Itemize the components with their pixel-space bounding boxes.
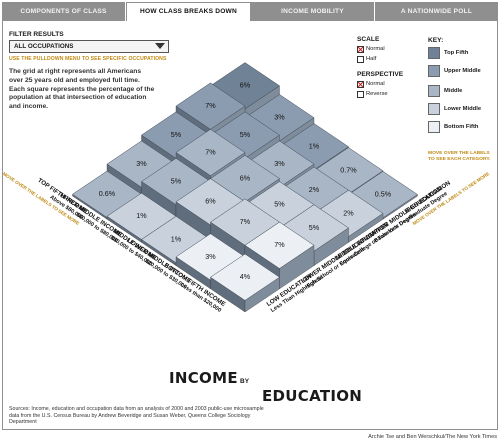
scale-half-option[interactable]: Half [357,55,376,63]
cell-percent-label: 5% [309,223,320,232]
credit-line: Archie Tse and Ben Werschkul/The New Yor… [368,434,497,440]
key-swatch-middle [428,84,440,97]
occupation-dropdown-value: ALL OCCUPATIONS [14,43,74,50]
key-label-bottom-fifth: Bottom Fifth [444,123,479,130]
cell-percent-label: 6% [205,197,216,206]
perspective-normal-checkbox[interactable] [357,80,364,88]
cell-percent-label: 2% [309,185,320,194]
cell-percent-label: 3% [274,159,285,168]
key-swatch-lower-middle [428,102,440,115]
cell-top [244,221,315,269]
scale-normal-checkbox[interactable] [357,45,364,53]
cell-percent-label: 4% [240,272,251,281]
scale-heading: SCALE [357,36,380,43]
cell-percent-label: 5% [171,176,182,185]
cell-percent-label: 5% [171,130,182,139]
title-education: EDUCATION [262,387,363,405]
key-hint: MOVE OVER THE LABELS TO SEE EACH CATEGOR… [428,151,491,162]
cell-percent-label: 0.7% [340,166,357,175]
occupation-dropdown[interactable]: ALL OCCUPATIONS [9,40,169,53]
key-swatch-bottom-fifth [428,120,440,133]
filter-hint: USE THE PULLDOWN MENU TO SEE SPECIFIC OC… [9,56,167,62]
cell-percent-label: 3% [136,159,147,168]
cell-percent-label: 7% [205,147,216,156]
tab-bar: COMPONENTS OF CLASS HOW CLASS BREAKS DOW… [2,2,498,21]
key-item-lower-middle[interactable]: Lower Middle [428,102,481,115]
cell-percent-label: 5% [240,130,251,139]
filter-label: FILTER RESULTS [9,31,64,38]
key-swatch-upper-middle [428,64,440,77]
key-swatch-top-fifth [428,46,440,59]
key-item-upper-middle[interactable]: Upper Middle [428,64,481,77]
tab-income-mobility[interactable]: INCOME MOBILITY [251,2,375,21]
perspective-reverse-label: Reverse [366,91,388,97]
cell-top [210,253,280,301]
sources-note: Sources: Income, education and occupatio… [9,406,264,426]
scale-half-checkbox[interactable] [357,55,364,63]
key-label-upper-middle: Upper Middle [444,67,481,74]
key-heading: KEY: [428,37,444,44]
perspective-normal-option[interactable]: Normal [357,80,385,88]
cell-percent-label: 2% [343,208,354,217]
cell-percent-label: 6% [240,81,251,90]
tab-components-of-class[interactable]: COMPONENTS OF CLASS [2,2,126,21]
cell-percent-label: 3% [274,113,285,122]
scale-half-label: Half [366,56,377,62]
cell-percent-label: 1% [171,234,182,243]
cell-top [175,128,246,177]
key-item-bottom-fifth[interactable]: Bottom Fifth [428,120,478,133]
dropdown-arrow-icon [155,43,165,49]
scale-normal-label: Normal [366,46,385,52]
cell-percent-label: 7% [240,217,251,226]
cell-percent-label: 6% [240,174,251,183]
perspective-normal-label: Normal [366,81,385,87]
title-by: BY [240,378,250,385]
key-item-middle[interactable]: Middle [428,84,462,97]
cell-percent-label: 0.6% [99,189,116,198]
key-item-top-fifth[interactable]: Top Fifth [428,46,468,59]
cell-percent-label: 5% [274,200,285,209]
cell-percent-label: 1% [309,142,320,151]
title-income: INCOME [169,369,238,387]
cell-percent-label: 1% [136,211,147,220]
grid-cell[interactable]: 4% [210,253,280,313]
key-label-top-fifth: Top Fifth [444,49,469,56]
scale-normal-option[interactable]: Normal [357,45,385,53]
key-label-middle: Middle [444,87,463,94]
key-label-lower-middle: Lower Middle [444,105,482,112]
cell-percent-label: 0.5% [375,189,392,198]
tab-nationwide-poll[interactable]: A NATIONWIDE POLL [400,8,473,15]
cell-percent-label: 7% [205,101,216,110]
perspective-heading: PERSPECTIVE [357,71,404,78]
perspective-reverse-option[interactable]: Reverse [357,90,388,98]
tab-how-class-breaks-down[interactable]: HOW CLASS BREAKS DOWN [126,2,251,21]
cell-percent-label: 3% [205,252,216,261]
intro-text: The grid at right represents all America… [9,68,155,111]
perspective-reverse-checkbox[interactable] [357,90,364,98]
cell-percent-label: 7% [274,240,285,249]
